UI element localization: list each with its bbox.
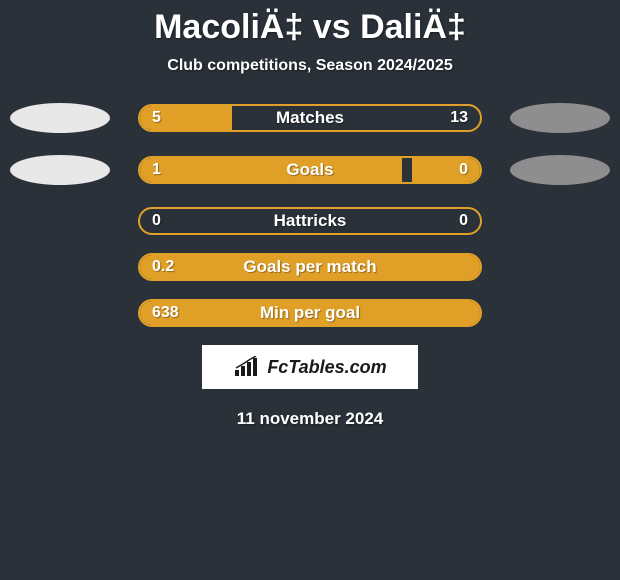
source-badge: FcTables.com xyxy=(202,345,418,389)
stat-row: 0 0Hattricks xyxy=(0,207,620,235)
badge-text: FcTables.com xyxy=(267,357,386,378)
page-title: MacoliÄ‡ vs DaliÄ‡ xyxy=(0,0,620,47)
bar-fill-left xyxy=(140,255,480,279)
player-marker-left xyxy=(10,155,110,185)
stat-value-right: 0 xyxy=(459,209,468,233)
stat-value-left: 0 xyxy=(152,209,161,233)
subtitle: Club competitions, Season 2024/2025 xyxy=(0,57,620,75)
stat-bar: 0 0Hattricks xyxy=(138,207,482,235)
player-marker-right xyxy=(510,155,610,185)
stat-bar: 10Goals xyxy=(138,156,482,184)
comparison-bars: 513Matches 10Goals 0 0Hattricks 0.2Goals per… xyxy=(0,103,620,327)
bars-icon xyxy=(233,356,261,378)
bar-fill-left xyxy=(140,106,232,130)
bar-fill-left xyxy=(140,301,480,325)
date-label: 11 november 2024 xyxy=(0,409,620,429)
stat-row: 513Matches xyxy=(0,103,620,133)
stat-bar: 0.2Goals per match xyxy=(138,253,482,281)
stat-bar: 513Matches xyxy=(138,104,482,132)
stat-label: Hattricks xyxy=(140,209,480,233)
stat-bar: 638Min per goal xyxy=(138,299,482,327)
bar-fill-right xyxy=(412,158,480,182)
stat-row: 10Goals xyxy=(0,155,620,185)
stat-row: 638Min per goal xyxy=(0,299,620,327)
player-marker-right xyxy=(510,103,610,133)
player-marker-left xyxy=(10,103,110,133)
bar-fill-left xyxy=(140,158,402,182)
stat-value-right: 13 xyxy=(450,106,468,130)
stat-row: 0.2Goals per match xyxy=(0,253,620,281)
